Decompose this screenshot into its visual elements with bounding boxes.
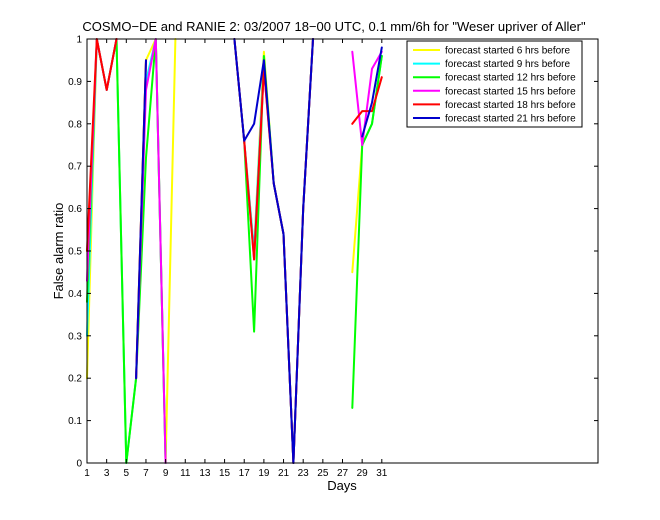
- y-tick-label: 0.2: [68, 374, 82, 385]
- series-layer: [86, 38, 383, 464]
- y-tick-label: 0.6: [68, 204, 82, 215]
- x-tick-label: 1: [84, 468, 90, 479]
- x-tick-label: 31: [376, 468, 388, 479]
- legend-label-6: forecast started 21 hrs before: [445, 114, 576, 125]
- y-tick-label: 0: [76, 459, 82, 470]
- x-tick-label: 11: [180, 468, 191, 479]
- x-tick-label: 7: [143, 468, 149, 479]
- y-tick-label: 0.1: [68, 416, 82, 427]
- legend-box: [406, 40, 583, 128]
- legend-items: forecast started 6 hrs before forecast st…: [413, 46, 576, 125]
- y-tick-label: 0.7: [68, 162, 82, 173]
- legend-label-3: forecast started 12 hrs before: [445, 73, 576, 84]
- series-line-4: [351, 50, 383, 146]
- legend-label-5: forecast started 18 hrs before: [445, 100, 576, 111]
- y-tick-label: 1: [76, 35, 82, 46]
- y-tick-label: 0.3: [68, 331, 82, 342]
- legend-label-4: forecast started 15 hrs before: [445, 86, 576, 97]
- legend-label-1: forecast started 6 hrs before: [445, 46, 571, 57]
- series-line-3: [351, 55, 383, 409]
- chart-title: COSMO−DE and RANIE 2: 03/2007 18−00 UTC,…: [82, 19, 586, 34]
- legend: forecast started 6 hrs before forecast st…: [406, 40, 583, 128]
- series-line-6: [361, 46, 383, 138]
- x-axis-title: Days: [327, 478, 357, 493]
- y-tick-label: 0.4: [68, 289, 82, 300]
- x-tick-label: 21: [278, 468, 290, 479]
- x-tick-label: 9: [163, 468, 169, 479]
- x-tick-label: 25: [317, 468, 329, 479]
- y-tick-label: 0.9: [68, 77, 82, 88]
- x-tick-label: 23: [298, 468, 310, 479]
- y-tick-label: 0.5: [68, 247, 82, 258]
- series-line-6: [135, 59, 147, 380]
- x-tick-label: 5: [124, 468, 130, 479]
- x-tick-label: 15: [219, 468, 231, 479]
- y-axis-title: False alarm ratio: [51, 203, 66, 300]
- tick-layer: 1 3 5 7 9 11 13 15 17 19 21 23 25 27 29 3100.10.20.30.4…: [68, 35, 598, 479]
- x-tick-label: 13: [199, 468, 211, 479]
- x-tick-label: 17: [239, 468, 251, 479]
- y-tick-label: 0.8: [68, 119, 82, 130]
- series-line-5: [351, 76, 383, 125]
- x-tick-label: 27: [337, 468, 349, 479]
- x-tick-label: 29: [357, 468, 369, 479]
- series-line-5: [86, 38, 118, 252]
- x-tick-label: 19: [258, 468, 270, 479]
- legend-label-2: forecast started 9 hrs before: [445, 59, 571, 70]
- x-tick-label: 3: [104, 468, 110, 479]
- series-line-6: [233, 38, 314, 464]
